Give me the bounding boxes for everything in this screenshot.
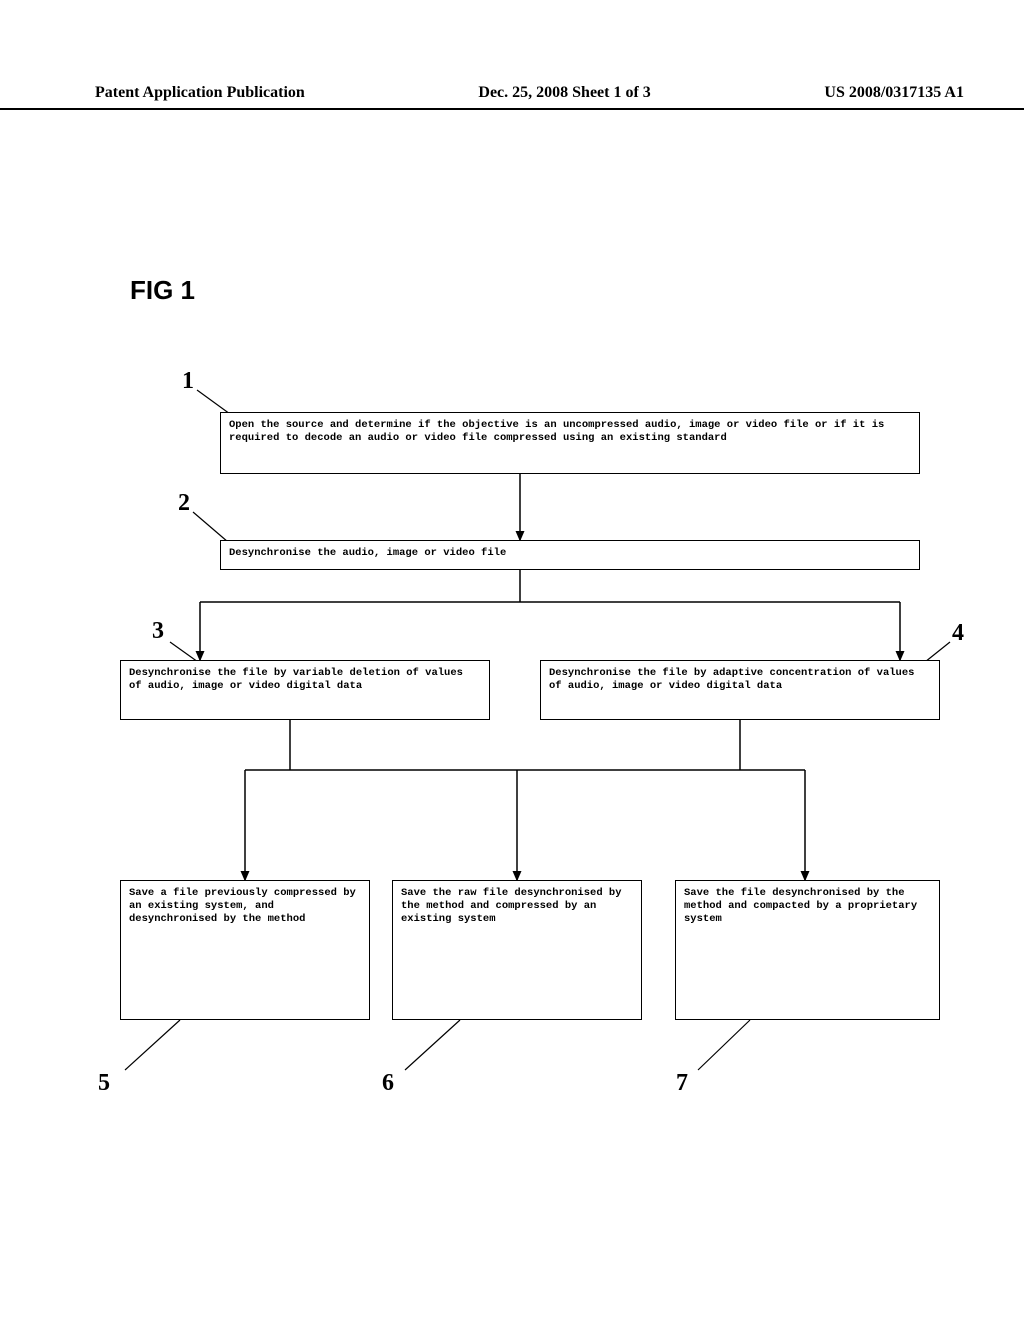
page-header: Patent Application Publication Dec. 25, …	[0, 84, 1024, 110]
step-desync-adaptive-conc: Desynchronise the file by adaptive conce…	[540, 660, 940, 720]
header-center: Dec. 25, 2008 Sheet 1 of 3	[478, 84, 650, 102]
header-right: US 2008/0317135 A1	[824, 84, 964, 102]
ref-4: 4	[952, 620, 964, 647]
page: Patent Application Publication Dec. 25, …	[0, 0, 1024, 1320]
header-left: Patent Application Publication	[95, 84, 305, 102]
ref-3: 3	[152, 618, 164, 645]
ref-2: 2	[178, 490, 190, 517]
ref-5: 5	[98, 1070, 110, 1097]
flowchart: Open the source and determine if the obj…	[120, 370, 940, 1130]
ref-1: 1	[182, 368, 194, 395]
step-desync-file: Desynchronise the audio, image or video …	[220, 540, 920, 570]
ref-7: 7	[676, 1070, 688, 1097]
step-save-proprietary: Save the file desynchronised by the meth…	[675, 880, 940, 1020]
figure-label: FIG 1	[130, 275, 195, 306]
step-save-raw-existing: Save the raw file desynchronised by the …	[392, 880, 642, 1020]
step-save-precompressed: Save a file previously compressed by an …	[120, 880, 370, 1020]
ref-6: 6	[382, 1070, 394, 1097]
step-open-source: Open the source and determine if the obj…	[220, 412, 920, 474]
step-desync-variable-del: Desynchronise the file by variable delet…	[120, 660, 490, 720]
